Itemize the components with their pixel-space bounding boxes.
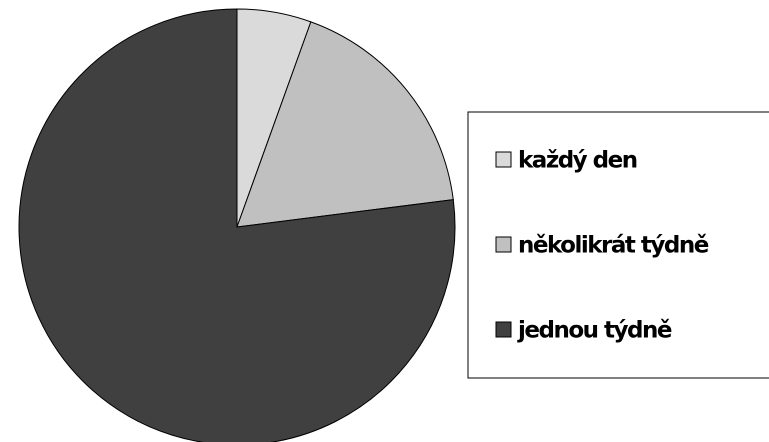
legend-swatch [495,151,512,168]
legend-swatch [495,236,512,253]
legend-swatch [495,321,512,338]
legend-label: každý den [518,148,637,174]
pie-slice [236,21,454,228]
legend-label: několikrát týdně [518,233,709,259]
legend-box [467,111,769,379]
legend-label: jednou týdně [517,318,672,344]
pie-slice [18,8,456,442]
